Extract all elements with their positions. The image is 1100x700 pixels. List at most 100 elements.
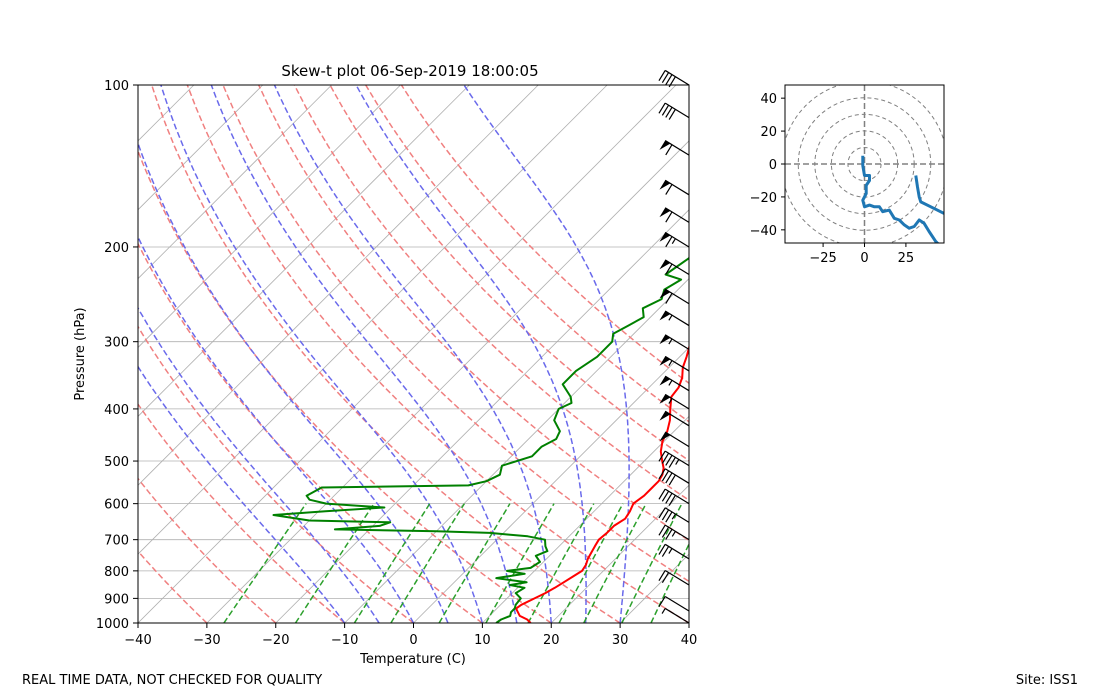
wind-barb (658, 524, 690, 541)
isotherm-line (138, 85, 677, 623)
isotherm-line (344, 278, 689, 623)
dry-adiabat-lines (138, 85, 689, 623)
y-axis-ticks: 1000 900 800 700 600 500 400 300 200 100 (96, 79, 138, 632)
isotherm-line (138, 85, 264, 211)
isotherm-line (550, 484, 689, 623)
isotherm-line (138, 85, 195, 142)
x-tick-label: 0 (409, 633, 417, 648)
isotherm-line (138, 85, 608, 555)
hodograph-panel: −25 0 25 40 20 0 −20 −40 (750, 84, 945, 266)
y-tick-label: 900 (104, 592, 129, 607)
dry-adiabat (138, 149, 552, 623)
dry-adiabat (150, 85, 621, 623)
wind-barbs (658, 69, 690, 624)
dry-adiabat (138, 325, 414, 623)
dry-adiabat (400, 85, 689, 385)
hodograph-y-tick-label: −20 (750, 191, 777, 206)
wind-barb (658, 569, 690, 586)
wind-barb (658, 507, 690, 523)
wind-barb (659, 334, 690, 350)
pressure-gridlines (138, 85, 689, 623)
mixing-ratio-line (621, 503, 683, 623)
isotherm-line (619, 553, 689, 623)
wind-barb (658, 450, 690, 468)
x-axis-ticks: −40 −30 −20 −10 0 10 20 30 40 (124, 623, 697, 648)
wind-barb (658, 488, 690, 506)
x-tick-label: −20 (262, 633, 289, 648)
dry-adiabat (138, 242, 483, 623)
dry-adiabat (186, 85, 689, 623)
wind-barb (661, 607, 690, 624)
mixing-ratio-line (527, 503, 595, 623)
isotherm-line (0, 85, 56, 623)
x-axis-label: Temperature (C) (359, 652, 466, 667)
isotherm-line (413, 346, 689, 623)
mixing-ratio-line (650, 542, 689, 623)
y-tick-label: 200 (104, 241, 129, 256)
isotherm-line (138, 85, 332, 280)
y-tick-label: 400 (104, 403, 129, 418)
profile-lines (272, 256, 689, 623)
hodograph-trace (861, 155, 940, 243)
x-tick-label: −30 (193, 633, 220, 648)
x-tick-label: 40 (681, 633, 698, 648)
hodograph-trace (914, 175, 944, 215)
chart-title: Skew-t plot 06-Sep-2019 18:00:05 (281, 62, 538, 80)
skewt-panel: Skew-t plot 06-Sep-2019 18:00:05 −40 −30−… (0, 62, 1100, 667)
moist-adiabat (355, 85, 587, 623)
isotherm-line (138, 85, 470, 417)
isotherm-line (758, 85, 1100, 623)
moist-adiabat (138, 365, 346, 623)
wind-barb (659, 179, 690, 196)
moist-adiabat (210, 85, 518, 623)
wind-barb (659, 231, 690, 248)
hodograph-y-tick-label: 0 (769, 158, 777, 173)
wind-barb (659, 207, 690, 223)
wind-barb (659, 288, 690, 305)
x-tick-label: 20 (543, 633, 560, 648)
dewpoint-profile (272, 256, 689, 623)
mixing-ratio-line (583, 503, 647, 623)
wind-barb (658, 468, 690, 486)
wind-barb (659, 259, 690, 275)
mixing-ratio-line (438, 503, 511, 623)
isotherm-line (275, 209, 689, 623)
isotherm-lines (0, 85, 1100, 623)
y-tick-label: 100 (104, 79, 129, 94)
wind-barb (659, 140, 690, 156)
isotherm-line (138, 85, 539, 486)
hodograph-ring (847, 146, 882, 182)
mixing-ratio-line (485, 503, 555, 623)
wind-barb (659, 393, 690, 410)
mixing-ratio-line (353, 503, 431, 623)
moist-adiabat (138, 306, 380, 623)
y-tick-label: 1000 (96, 617, 129, 632)
dry-adiabat (258, 85, 689, 542)
temperature-profile (515, 344, 689, 623)
dry-adiabat (138, 402, 346, 623)
y-axis-label: Pressure (hPa) (73, 307, 88, 400)
moist-adiabat (463, 85, 630, 623)
wind-barb (659, 310, 690, 327)
site-label: Site: ISS1 (1015, 673, 1078, 688)
moist-adiabat (138, 235, 415, 623)
dry-adiabat (138, 477, 277, 623)
hodograph-y-tick-label: 40 (760, 92, 777, 107)
wind-barb (659, 410, 690, 427)
wind-barb (659, 355, 690, 372)
hodograph-y-tick-label: −40 (750, 224, 777, 239)
hodograph-x-tick-label: 25 (898, 251, 915, 266)
isotherm-line (138, 85, 401, 349)
y-tick-label: 500 (104, 455, 129, 470)
y-tick-label: 600 (104, 498, 129, 513)
x-tick-label: −10 (331, 633, 358, 648)
x-tick-label: 30 (612, 633, 629, 648)
wind-barb (659, 375, 690, 392)
hodograph-lines (861, 155, 944, 243)
plot-frame (137, 84, 690, 624)
x-tick-label: 10 (474, 633, 491, 648)
hodograph-x-tick-label: −25 (809, 251, 836, 266)
x-tick-label: −40 (124, 633, 151, 648)
isotherm-line (482, 415, 689, 623)
